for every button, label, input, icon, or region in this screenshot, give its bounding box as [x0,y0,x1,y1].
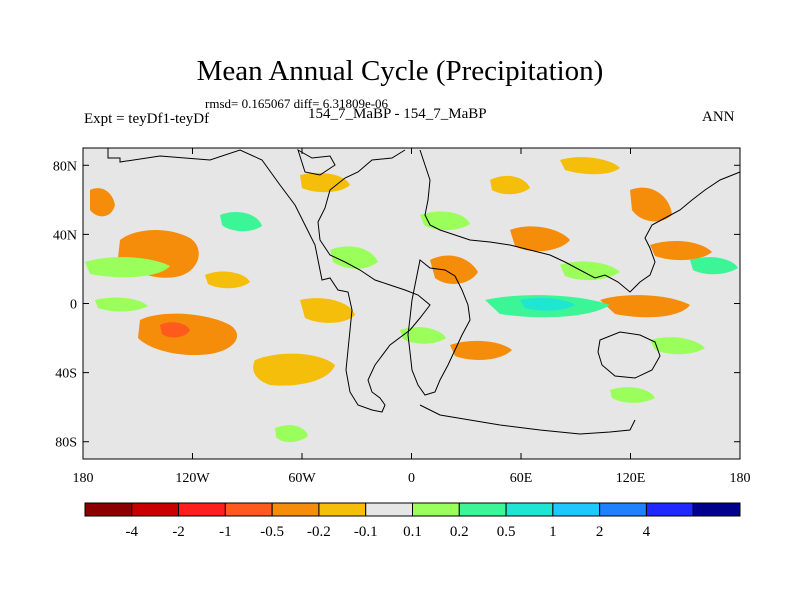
colorbar-swatch [365,502,414,517]
lat-tick-label: 80N [53,159,77,174]
coastline-eurasia [419,149,741,293]
colorbar: -4 -2 -1 -0.5 -0.2 -0.1 0.1 0.2 0.5 1 2 4 [84,502,741,540]
colorbar-swatch [318,502,367,517]
colorbar-label: -0.1 [354,524,378,540]
coastline-antarctica [419,404,636,435]
lon-tick-label: 60W [288,471,316,486]
colorbar-swatch [552,502,601,517]
colorbar-label: 2 [596,524,604,540]
colorbar-swatch [599,502,647,517]
anomaly-region [400,327,446,344]
anomaly-region [90,188,115,217]
anomaly-region [690,257,738,275]
anomaly-region [600,295,690,318]
colorbar-label: -1 [219,524,232,540]
colorbar-label: 4 [643,524,651,540]
colorbar-swatch [458,502,507,517]
anomaly-region [650,337,705,355]
anomaly-region [650,240,712,261]
colorbar-label: -0.2 [307,524,331,540]
coastline-africa [407,259,471,396]
subtitle: 154_7_MaBP - 154_7_MaBP [308,106,487,122]
anomaly-region [300,172,350,193]
anomaly-region [610,387,655,403]
anomaly-region [253,353,335,386]
experiment-label: Expt = teyDf1-teyDf [84,111,210,127]
anomaly-region [300,298,355,323]
colorbar-swatch [645,502,694,517]
anomaly-region [560,157,620,175]
anomaly-region [205,271,250,289]
colorbar-label: 1 [549,524,557,540]
anomaly-region [450,340,512,360]
lon-tick-label: 120E [616,471,646,486]
colorbar-swatch [224,502,273,517]
anomaly-region [85,257,170,278]
anomaly-region [510,226,570,252]
anomaly-region [630,187,672,222]
colorbar-swatch [412,502,460,517]
colorbar-label: -0.5 [260,524,284,540]
colorbar-swatch [178,502,226,517]
colorbar-label: 0.1 [403,524,422,540]
anomaly-field [85,157,738,443]
season-label: ANN [702,109,735,125]
anomaly-region [430,255,478,284]
colorbar-label: -4 [126,524,139,540]
colorbar-swatch [692,502,741,517]
lat-tick-label: 80S [55,436,77,451]
coastline-americas [107,148,431,413]
lon-tick-label: 0 [408,471,415,486]
colorbar-label: 0.5 [497,524,516,540]
chart-title: Mean Annual Cycle (Precipitation) [196,55,604,87]
colorbar-label: 0.2 [450,524,469,540]
anomaly-region [160,322,190,338]
lon-tick-label: 180 [73,471,94,486]
lat-tick-label: 40S [55,367,77,382]
anomaly-region [330,246,378,269]
colorbar-swatch [271,502,320,517]
anomaly-region [520,297,575,311]
lat-tick-label: 0 [70,298,77,313]
anomaly-region [275,425,308,443]
coastline-australia [597,331,661,379]
colorbar-label: -2 [172,524,185,540]
coastline-greenland [297,148,336,176]
anomaly-region [95,297,148,312]
stats-text: rmsd= 0.165067 diff= 6.31809e-06 [205,96,389,111]
continent-outlines [107,148,741,435]
anomaly-region [420,211,470,231]
axis-ticks: 80N 40N 0 40S 80S 180 120W 60W 0 60E 120E 180 [53,148,751,486]
lon-tick-label: 180 [730,471,751,486]
lon-tick-label: 60E [510,471,533,486]
lat-tick-label: 40N [53,228,77,243]
anomaly-region [220,212,262,232]
colorbar-swatch [505,502,554,517]
anomaly-region [490,175,530,195]
colorbar-swatch [84,502,133,517]
lon-tick-label: 120W [175,471,210,486]
colorbar-swatch [131,502,180,517]
